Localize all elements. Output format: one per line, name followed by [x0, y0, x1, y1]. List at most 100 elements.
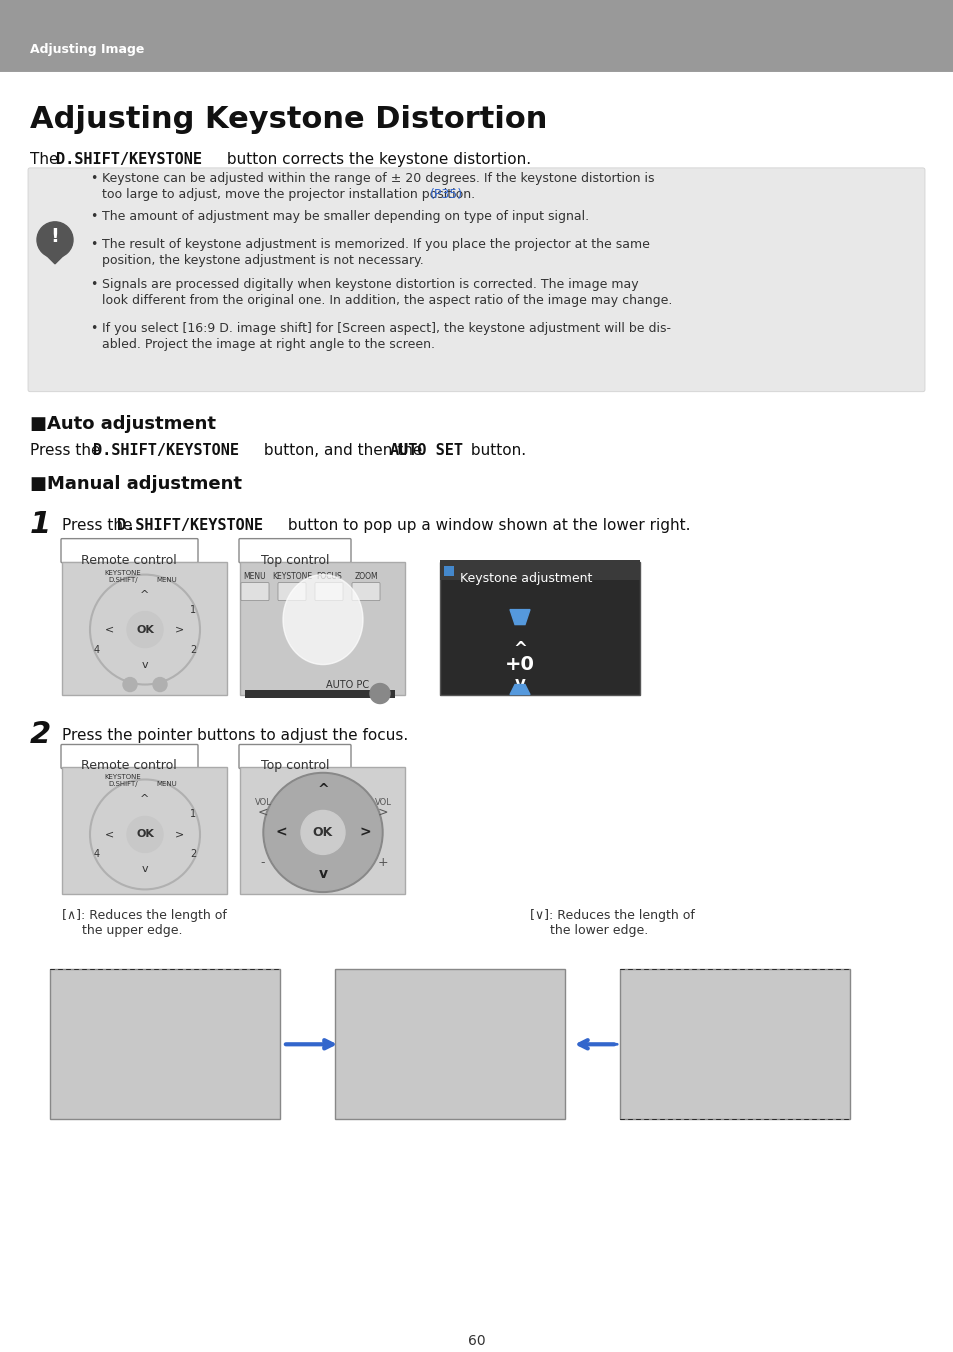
Circle shape	[123, 677, 137, 691]
Text: Top control: Top control	[260, 760, 329, 772]
Text: KEYSTONE: KEYSTONE	[105, 569, 141, 576]
Circle shape	[301, 810, 345, 854]
Text: •: •	[90, 238, 97, 251]
Text: ■Auto adjustment: ■Auto adjustment	[30, 415, 215, 433]
Text: ^: ^	[140, 589, 150, 599]
Text: Press the: Press the	[62, 518, 137, 533]
Text: 1: 1	[190, 604, 196, 615]
Text: 1: 1	[190, 810, 196, 819]
FancyBboxPatch shape	[62, 561, 227, 695]
Text: •: •	[90, 277, 97, 291]
FancyBboxPatch shape	[277, 583, 306, 600]
Text: Adjusting Keystone Distortion: Adjusting Keystone Distortion	[30, 105, 547, 134]
FancyBboxPatch shape	[0, 0, 953, 72]
Text: Press the: Press the	[30, 442, 105, 458]
Text: v: v	[142, 864, 148, 875]
Text: +: +	[377, 856, 388, 869]
FancyBboxPatch shape	[61, 745, 198, 768]
Text: >: >	[175, 829, 185, 840]
Text: D.SHIFT/: D.SHIFT/	[108, 576, 137, 583]
FancyBboxPatch shape	[239, 538, 351, 562]
Polygon shape	[510, 610, 530, 625]
Text: If you select [16:9 D. image shift] for [Screen aspect], the keystone adjustment: If you select [16:9 D. image shift] for …	[102, 322, 670, 335]
Text: Adjusting Image: Adjusting Image	[30, 43, 144, 57]
Text: ^: ^	[140, 795, 150, 804]
Text: Remote control: Remote control	[81, 760, 176, 772]
Text: [∨]: Reduces the length of
     the lower edge.: [∨]: Reduces the length of the lower edg…	[530, 910, 694, 937]
Text: <: <	[105, 625, 114, 634]
Text: VOL: VOL	[254, 798, 272, 807]
Circle shape	[127, 611, 163, 648]
FancyBboxPatch shape	[62, 768, 227, 895]
Circle shape	[127, 817, 163, 852]
Text: 2: 2	[190, 849, 196, 860]
Text: VOL: VOL	[375, 798, 391, 807]
Text: -: -	[260, 856, 265, 869]
Text: <: <	[274, 826, 287, 840]
Text: Signals are processed digitally when keystone distortion is corrected. The image: Signals are processed digitally when key…	[102, 277, 638, 291]
Text: The amount of adjustment may be smaller depending on type of input signal.: The amount of adjustment may be smaller …	[102, 210, 589, 223]
Text: !: !	[51, 227, 59, 246]
Text: Press the pointer buttons to adjust the focus.: Press the pointer buttons to adjust the …	[62, 727, 408, 742]
Text: •: •	[90, 322, 97, 335]
Text: <: <	[257, 806, 268, 819]
Text: AUTO SET: AUTO SET	[390, 442, 462, 458]
Polygon shape	[47, 256, 63, 264]
Text: FOCUS: FOCUS	[315, 572, 341, 580]
Circle shape	[37, 222, 73, 258]
Text: KEYSTONE: KEYSTONE	[105, 775, 141, 780]
Circle shape	[263, 772, 382, 892]
Text: D.SHIFT/KEYSTONE: D.SHIFT/KEYSTONE	[56, 151, 202, 166]
Text: [∧]: Reduces the length of
     the upper edge.: [∧]: Reduces the length of the upper edg…	[62, 910, 227, 937]
Circle shape	[152, 677, 167, 691]
Text: 4: 4	[93, 645, 100, 654]
FancyBboxPatch shape	[240, 561, 405, 695]
Text: OK: OK	[136, 829, 153, 840]
FancyBboxPatch shape	[50, 969, 280, 1119]
FancyBboxPatch shape	[335, 969, 564, 1119]
Text: OK: OK	[313, 826, 333, 840]
Text: Remote control: Remote control	[81, 553, 176, 566]
Text: Keystone can be adjusted within the range of ± 20 degrees. If the keystone disto: Keystone can be adjusted within the rang…	[102, 172, 654, 185]
Text: 1: 1	[30, 510, 51, 538]
Text: 2: 2	[30, 719, 51, 749]
Bar	[245, 690, 395, 698]
Text: (P35): (P35)	[429, 188, 462, 201]
FancyBboxPatch shape	[239, 745, 351, 768]
Text: too large to adjust, move the projector installation position.: too large to adjust, move the projector …	[102, 188, 478, 201]
FancyBboxPatch shape	[28, 168, 924, 392]
Circle shape	[370, 684, 390, 703]
Text: ■Manual adjustment: ■Manual adjustment	[30, 475, 242, 492]
Text: MENU: MENU	[156, 781, 177, 787]
Text: position, the keystone adjustment is not necessary.: position, the keystone adjustment is not…	[102, 254, 423, 266]
Text: The: The	[30, 151, 63, 166]
FancyBboxPatch shape	[61, 538, 198, 562]
Text: button corrects the keystone distortion.: button corrects the keystone distortion.	[222, 151, 531, 166]
FancyBboxPatch shape	[439, 560, 639, 580]
Text: KEYSTONE: KEYSTONE	[272, 572, 312, 580]
Text: ^: ^	[316, 783, 329, 798]
Text: •: •	[90, 210, 97, 223]
Text: <: <	[105, 829, 114, 840]
Text: OK: OK	[136, 625, 153, 634]
Text: •: •	[90, 172, 97, 185]
Text: AUTO PC: AUTO PC	[326, 680, 369, 690]
Bar	[443, 565, 454, 576]
Text: >: >	[359, 826, 371, 840]
FancyBboxPatch shape	[352, 583, 379, 600]
FancyBboxPatch shape	[240, 768, 405, 895]
Text: v: v	[514, 675, 525, 692]
Text: MENU: MENU	[156, 576, 177, 583]
Text: 60: 60	[468, 1334, 485, 1348]
Text: ZOOM: ZOOM	[354, 572, 377, 580]
Text: D.SHIFT/: D.SHIFT/	[108, 781, 137, 787]
Text: D.SHIFT/KEYSTONE: D.SHIFT/KEYSTONE	[92, 442, 239, 458]
Text: MENU: MENU	[243, 572, 266, 580]
FancyBboxPatch shape	[439, 561, 639, 695]
Text: v: v	[142, 660, 148, 669]
Text: The result of keystone adjustment is memorized. If you place the projector at th: The result of keystone adjustment is mem…	[102, 238, 649, 251]
Text: D.SHIFT/KEYSTONE: D.SHIFT/KEYSTONE	[117, 518, 263, 533]
Text: button to pop up a window shown at the lower right.: button to pop up a window shown at the l…	[283, 518, 690, 533]
FancyBboxPatch shape	[241, 583, 269, 600]
Text: button.: button.	[465, 442, 525, 458]
